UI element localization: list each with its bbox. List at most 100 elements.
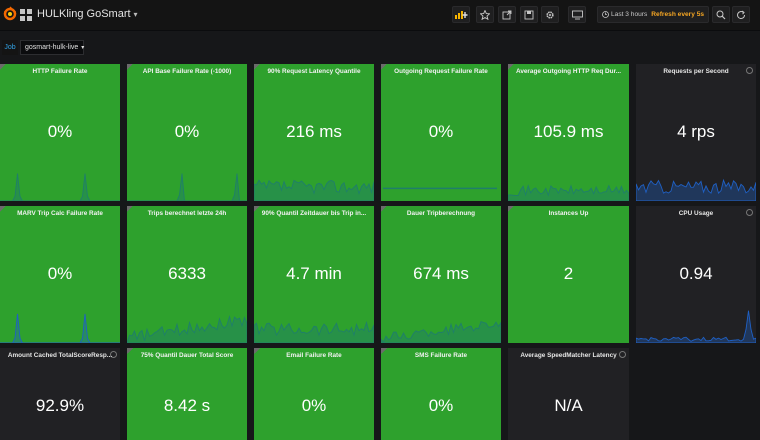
tv-mode-button[interactable] [568, 6, 586, 23]
panel-value: 2 [563, 264, 574, 283]
sparkline-path [381, 321, 501, 343]
panel-title[interactable]: 90% Request Latency Quantile [267, 68, 361, 75]
sparkline-path [254, 321, 374, 343]
time-range-label: Last 3 hours [611, 11, 648, 18]
panel-link-corner-icon[interactable] [508, 206, 514, 212]
panel-instances-up[interactable]: Instances Up 2 [508, 206, 629, 343]
add-panel-button[interactable] [452, 6, 470, 23]
job-variable-select[interactable]: gosmart-hulk-live ▾ [20, 40, 84, 55]
panel-cached-total-score[interactable]: Amount Cached TotalScoreResp... 92.9% [0, 348, 120, 440]
chevron-down-icon: ▾ [133, 10, 138, 19]
panel-title[interactable]: Instances Up [548, 210, 589, 217]
panel-api-base-failure-rate[interactable]: API Base Failure Rate (-1000) 0% [127, 64, 247, 201]
panel-value: N/A [554, 396, 583, 415]
panel-total-score-duration-quantile[interactable]: 75% Quantil Dauer Total Score 8.42 s [127, 348, 247, 440]
sparkline-path [0, 173, 120, 201]
panel-outgoing-request-failure-rate[interactable]: Outgoing Request Failure Rate 0% [381, 64, 501, 201]
panel-email-failure-rate[interactable]: Email Failure Rate 0% [254, 348, 374, 440]
panel-value: 4 rps [677, 122, 715, 141]
dashboard-title[interactable]: HULKling GoSmart ▾ [37, 8, 138, 20]
panel-title[interactable]: Outgoing Request Failure Rate [394, 68, 488, 75]
panel-request-latency-quantile[interactable]: 90% Request Latency Quantile 216 ms [254, 64, 374, 201]
dashboard-title-text: HULKling GoSmart [37, 8, 131, 20]
settings-button[interactable] [541, 6, 559, 23]
panel-info-icon[interactable] [746, 67, 753, 74]
star-button[interactable] [476, 6, 494, 23]
dashboard-grid-icon[interactable] [20, 9, 32, 21]
panel-requests-per-second[interactable]: Requests per Second 4 rps [636, 64, 756, 201]
panel-link-corner-icon[interactable] [254, 206, 260, 212]
star-icon [480, 9, 490, 20]
sparkline-path [508, 184, 629, 201]
panel-cpu-usage[interactable]: CPU Usage 0.94 [636, 206, 756, 343]
panel-link-corner-icon[interactable] [381, 348, 387, 354]
chevron-down-icon: ▾ [81, 45, 85, 51]
sparkline-path [127, 173, 247, 201]
refresh-button[interactable] [732, 6, 750, 23]
panel-title[interactable]: 90% Quantil Zeitdauer bis Trip in... [261, 210, 367, 217]
panel-link-corner-icon[interactable] [381, 64, 387, 70]
panel-info-icon[interactable] [619, 351, 626, 358]
panel-link-corner-icon[interactable] [127, 206, 133, 212]
panel-info-icon[interactable] [110, 351, 117, 358]
panel-title[interactable]: Requests per Second [663, 68, 729, 75]
panel-link-corner-icon[interactable] [0, 64, 6, 70]
panel-trips-last-24h[interactable]: Trips berechnet letzte 24h 6333 [127, 206, 247, 343]
panel-outgoing-http-duration[interactable]: Average Outgoing HTTP Req Dur... 105.9 ms [508, 64, 629, 201]
panel-link-corner-icon[interactable] [381, 206, 387, 212]
save-button[interactable] [520, 6, 538, 23]
panel-sparkline [127, 314, 247, 343]
panel-title[interactable]: CPU Usage [678, 210, 714, 217]
panel-value: 105.9 ms [533, 122, 604, 141]
panel-sparkline [254, 179, 374, 201]
tv-mode-icon [571, 10, 583, 19]
panel-title[interactable]: SMS Failure Rate [414, 352, 468, 359]
panel-marv-trip-calc-failure-rate[interactable]: MARV Trip Calc Failure Rate 0% [0, 206, 120, 343]
panel-link-corner-icon[interactable] [254, 348, 260, 354]
panel-value: 92.9% [35, 396, 85, 415]
panel-trip-calculation-duration[interactable]: Dauer Tripberechnung 674 ms [381, 206, 501, 343]
panel-sparkline [381, 321, 501, 343]
panel-value: 0% [174, 122, 200, 141]
share-icon [502, 10, 512, 19]
panel-sparkline [127, 173, 247, 201]
panel-sms-failure-rate[interactable]: SMS Failure Rate 0% [381, 348, 501, 440]
panel-title[interactable]: Dauer Tripberechnung [406, 210, 476, 217]
panel-value: 0% [47, 264, 73, 283]
panel-title[interactable]: Email Failure Rate [286, 352, 342, 359]
panel-value: 0% [301, 396, 327, 415]
refresh-icon [737, 10, 746, 19]
panel-title[interactable]: HTTP Failure Rate [32, 68, 88, 75]
panel-value: 0.94 [679, 264, 713, 283]
panel-speedmatcher-latency[interactable]: Average SpeedMatcher Latency N/A [508, 348, 629, 440]
panel-value: 4.7 min [286, 264, 342, 283]
panel-title[interactable]: 75% Quantil Dauer Total Score [140, 352, 234, 359]
top-navbar: HULKling GoSmart ▾ [0, 0, 760, 31]
panel-sparkline [0, 173, 120, 201]
panel-link-corner-icon[interactable] [0, 206, 6, 212]
panel-link-corner-icon[interactable] [508, 64, 514, 70]
panel-title[interactable]: Trips berechnet letzte 24h [147, 210, 227, 217]
panel-trip-duration-quantile[interactable]: 90% Quantil Zeitdauer bis Trip in... 4.7 … [254, 206, 374, 343]
save-icon [524, 10, 534, 19]
panel-http-failure-rate[interactable]: HTTP Failure Rate 0% [0, 64, 120, 201]
time-picker[interactable]: Last 3 hours Refresh every 5s [597, 6, 709, 23]
panel-title[interactable]: API Base Failure Rate (-1000) [142, 68, 232, 75]
grafana-logo-icon[interactable] [3, 6, 17, 22]
add-panel-icon [454, 11, 467, 19]
panel-link-corner-icon[interactable] [127, 348, 133, 354]
zoom-out-button[interactable] [712, 6, 730, 23]
panel-title[interactable]: Average SpeedMatcher Latency [520, 352, 617, 359]
panel-value: 216 ms [286, 122, 342, 141]
panel-link-corner-icon[interactable] [127, 64, 133, 70]
job-variable-label: Job [2, 40, 18, 55]
panel-link-corner-icon[interactable] [254, 64, 260, 70]
panel-title[interactable]: Average Outgoing HTTP Req Dur... [515, 68, 622, 75]
share-button[interactable] [498, 6, 516, 23]
panel-title[interactable]: MARV Trip Calc Failure Rate [17, 210, 103, 217]
panel-sparkline [0, 313, 120, 343]
sparkline-path [254, 179, 374, 201]
clock-icon [602, 11, 609, 18]
panel-title[interactable]: Amount Cached TotalScoreResp... [7, 352, 113, 359]
panel-info-icon[interactable] [746, 209, 753, 216]
